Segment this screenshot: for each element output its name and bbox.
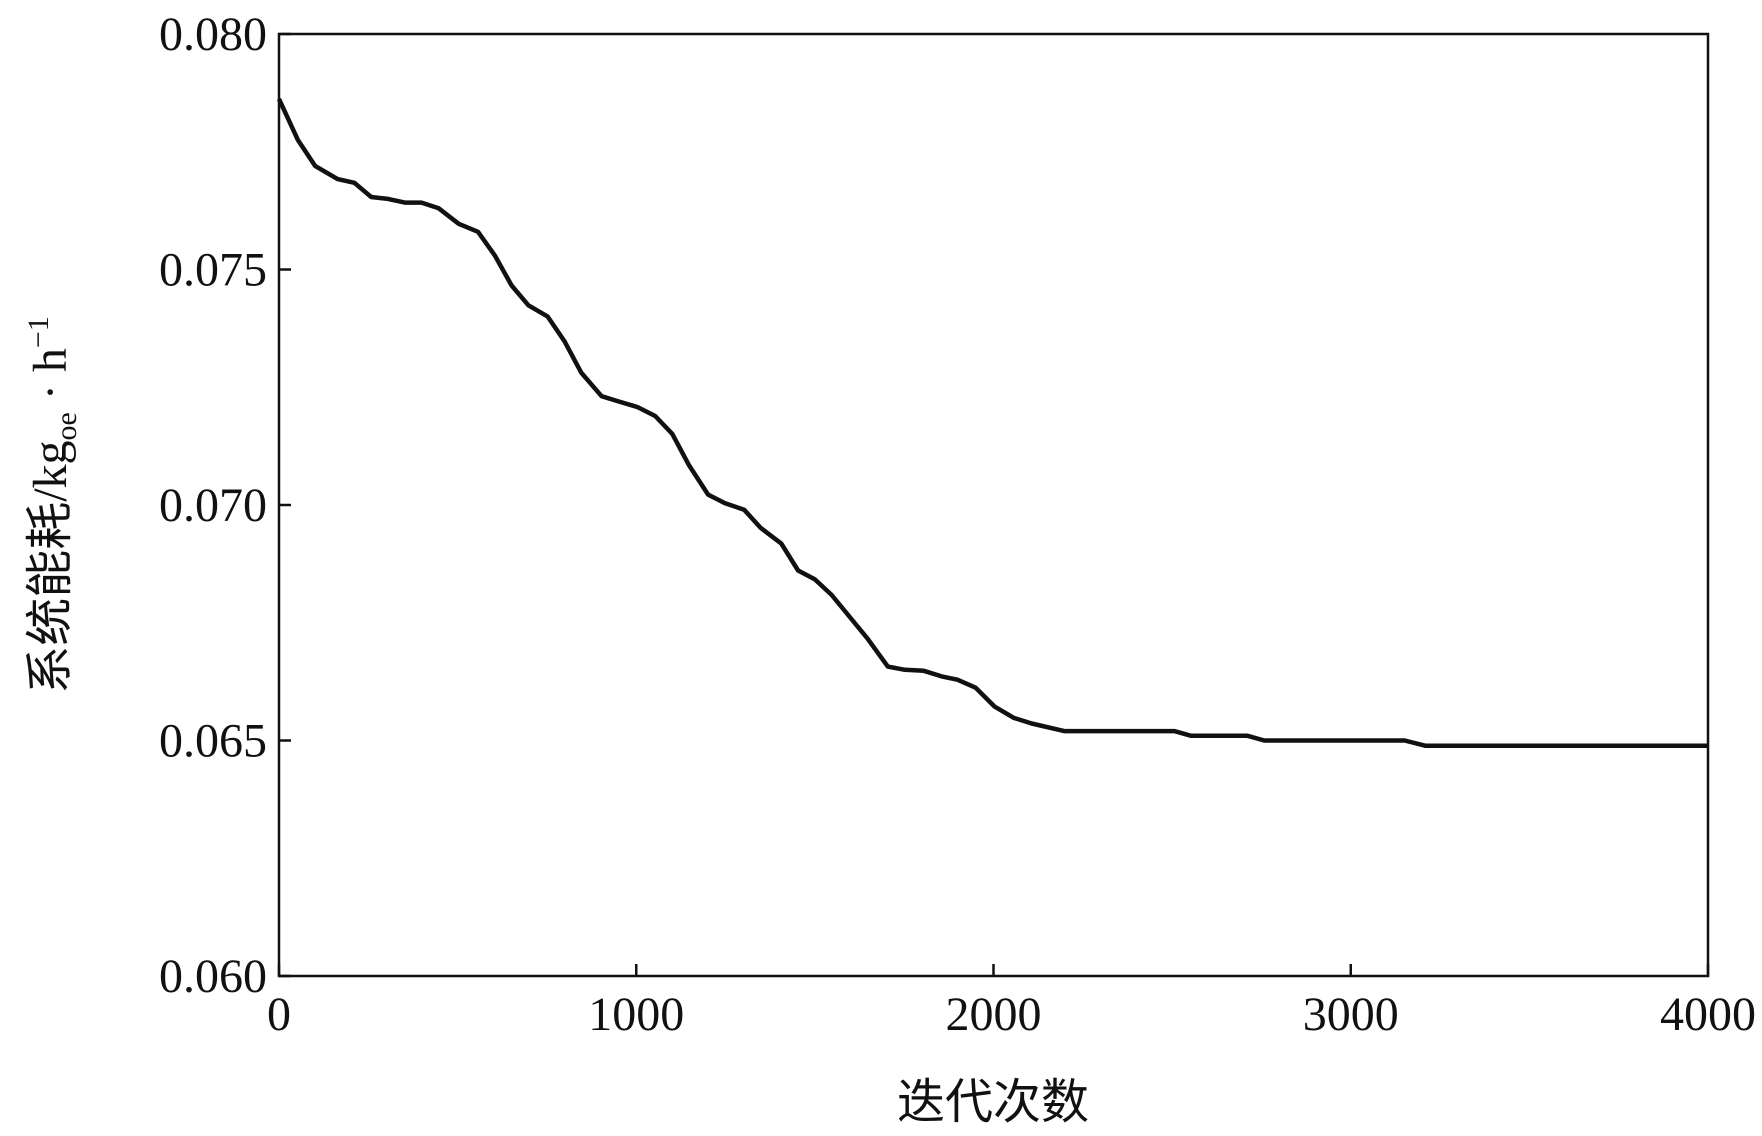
y-label-main: 系统能耗/kg [24, 440, 77, 693]
y-label-unit: · h [24, 348, 77, 412]
y-tick-label: 0.080 [159, 8, 267, 61]
x-axis-label: 迭代次数 [897, 1076, 1089, 1129]
plot-frame [277, 32, 1710, 978]
y-tick-label: 0.070 [159, 479, 267, 532]
x-tick-label: 4000 [1660, 988, 1756, 1041]
y-label-sub: oe [50, 412, 83, 440]
y-tick-label: 0.065 [159, 715, 267, 768]
x-tick-label: 1000 [588, 988, 684, 1041]
data-line [276, 98, 1708, 748]
y-axis-label: 系统能耗/kgoe · h−1 [22, 316, 83, 694]
y-tick-label: 0.075 [159, 244, 267, 297]
x-tick-label: 2000 [946, 988, 1042, 1041]
y-label-sup: −1 [22, 316, 55, 348]
y-tick-label: 0.060 [159, 950, 267, 1003]
x-tick-label: 3000 [1303, 988, 1399, 1041]
x-tick-label: 0 [267, 988, 291, 1041]
